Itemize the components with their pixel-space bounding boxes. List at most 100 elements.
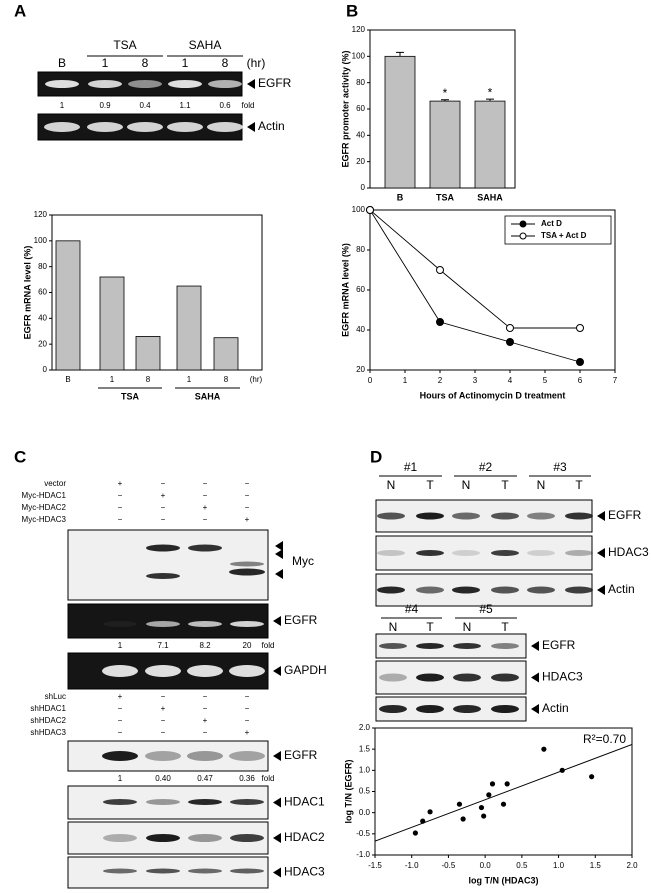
band: [188, 834, 222, 842]
arrow: [275, 569, 283, 579]
fold-value: 0.4: [139, 101, 151, 110]
data-point: [420, 818, 426, 824]
sign: −: [245, 704, 250, 713]
band: [416, 512, 444, 520]
group-label: #3: [553, 460, 567, 474]
y-axis-title: EGFR mRNA level (%): [22, 246, 32, 340]
row-label: shHDAC1: [30, 704, 66, 713]
error-bar: [441, 99, 449, 102]
y-tick-label: 100: [34, 236, 48, 245]
band: [187, 665, 223, 677]
band: [145, 751, 181, 761]
fold-value: 1: [118, 641, 123, 650]
legend-marker: [519, 220, 527, 228]
sign: −: [161, 479, 166, 488]
data-point: [366, 206, 374, 214]
band: [146, 544, 180, 552]
sign: +: [161, 491, 166, 500]
panel-label: B: [346, 1, 358, 20]
band: [102, 665, 138, 677]
sign: −: [161, 503, 166, 512]
blot-label: EGFR: [608, 508, 642, 522]
blot-label: HDAC2: [284, 830, 325, 844]
band: [491, 550, 519, 556]
band: [146, 573, 180, 579]
data-point: [412, 830, 418, 836]
series-line: [369, 209, 581, 363]
data-point: [576, 324, 584, 332]
sign: −: [203, 515, 208, 524]
band: [527, 586, 555, 594]
arrow: [531, 641, 539, 651]
row-label: shHDAC3: [30, 728, 66, 737]
band: [188, 868, 222, 874]
x-tick-label: 8: [224, 375, 229, 384]
arrow: [531, 672, 539, 683]
blot: [67, 740, 269, 772]
x-tick-label: 0.0: [480, 861, 492, 870]
group-label: SAHA: [189, 38, 222, 52]
lane-label: 8: [222, 56, 229, 70]
sign: −: [245, 479, 250, 488]
band: [527, 512, 555, 520]
lane-label: N: [387, 478, 396, 492]
band: [188, 544, 222, 552]
blot: [375, 499, 593, 533]
band: [103, 799, 137, 805]
fold-value: 0.9: [99, 101, 111, 110]
row-label: shHDAC2: [30, 716, 66, 725]
lane-label: N: [463, 620, 472, 634]
band: [103, 621, 137, 627]
sign: +: [203, 503, 208, 512]
group-label: #1: [404, 460, 418, 474]
sign: −: [203, 704, 208, 713]
band: [230, 621, 264, 627]
blot-label: Actin: [542, 701, 569, 715]
fold-value: 0.40: [155, 774, 171, 783]
y-tick-label: 120: [352, 25, 366, 34]
band: [452, 550, 480, 556]
y-tick-label: 100: [352, 51, 366, 60]
band: [45, 80, 79, 88]
sign: +: [203, 716, 208, 725]
band: [379, 705, 407, 713]
fold-value: 0.47: [197, 774, 213, 783]
significance-mark: *: [443, 86, 448, 100]
arrow: [273, 833, 281, 843]
y-axis-title: EGFR mRNA level (%): [340, 243, 350, 337]
lane-label: T: [575, 478, 583, 492]
data-point: [481, 813, 487, 819]
sign: −: [245, 503, 250, 512]
band: [230, 834, 264, 842]
band: [453, 705, 481, 713]
lane-label: N: [462, 478, 471, 492]
fold-value: 8.2: [199, 641, 211, 650]
x-tick-label: 1.5: [590, 861, 602, 870]
y-tick-label: 0.0: [359, 808, 371, 817]
band: [103, 834, 137, 842]
bar: [384, 55, 416, 189]
y-tick-label: 2.0: [359, 723, 371, 732]
band: [146, 834, 180, 842]
row-label: Myc-HDAC1: [22, 491, 67, 500]
arrow: [247, 79, 255, 89]
bar: [429, 100, 461, 189]
data-point: [436, 318, 444, 326]
arrow: [273, 797, 281, 808]
fold-value: 1: [60, 101, 65, 110]
band: [416, 550, 444, 556]
blot-label: HDAC3: [284, 865, 325, 879]
y-tick-label: 1.5: [359, 744, 371, 753]
x-tick-label: 2: [438, 376, 443, 385]
fold-value: 0.36: [239, 774, 255, 783]
panel-label: A: [14, 1, 26, 20]
fold-value: 1: [118, 774, 123, 783]
blot-label: Myc: [292, 554, 314, 568]
row-label: vector: [44, 479, 66, 488]
lane-label: T: [426, 620, 434, 634]
y-tick-label: 60: [356, 104, 365, 113]
data-point: [506, 324, 514, 332]
arrow: [273, 666, 281, 676]
data-point: [541, 746, 547, 752]
sign: −: [161, 515, 166, 524]
